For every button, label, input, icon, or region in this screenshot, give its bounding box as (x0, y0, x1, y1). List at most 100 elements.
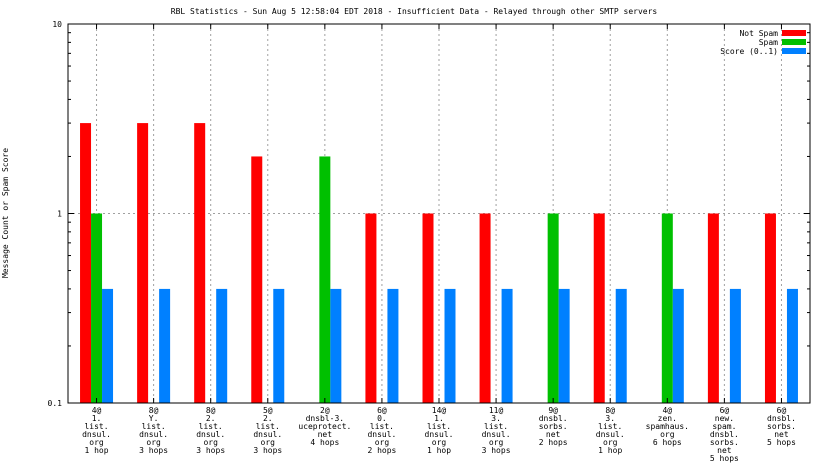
bar-not-spam (80, 123, 92, 404)
x-tick-label-line: org (603, 438, 618, 447)
x-tick-label-line: 1. (434, 414, 444, 423)
x-tick-label-line: dnsul. (425, 430, 454, 439)
x-tick-label-line: dnsbl. (767, 414, 796, 423)
bar-not-spam (764, 213, 776, 403)
x-tick-label-line: spamhaus. (646, 422, 689, 431)
x-tick-label-line: org (432, 438, 447, 447)
x-tick-label-line: dnsul. (253, 430, 282, 439)
x-tick-label-line: dnsul. (367, 430, 396, 439)
x-tick-label-line: dnsul. (196, 430, 225, 439)
x-tick-label-line: list. (199, 422, 223, 431)
x-tick-label-line: dnsbl. (710, 430, 739, 439)
x-tick-label-line: 1. (92, 414, 102, 423)
x-tick-label-line: 6 hops (653, 438, 682, 447)
x-tick-label-line: 11@ (489, 406, 504, 415)
x-tick-label-line: sorbs. (710, 438, 739, 447)
y-tick-labels: 0.1 1 10 (48, 20, 63, 408)
x-tick-label-line: Y. (149, 414, 159, 423)
legend-label: Score (0..1) (720, 47, 778, 56)
x-tick-label-line: org (89, 438, 104, 447)
x-tick-label: 6@ 0. list. dnsul. org 2 hops (367, 406, 396, 455)
x-tick-label-line: uceprotect. (298, 422, 351, 431)
x-tick-label-line: net (546, 430, 561, 439)
x-tick-label-line: dnsbl-3. (306, 414, 345, 423)
x-tick-label-line: 1 hop (84, 446, 108, 455)
x-tick-label-line: 2 hops (367, 446, 396, 455)
x-tick-label-line: 3. (491, 414, 501, 423)
x-tick-label-line: dnsul. (482, 430, 511, 439)
legend-label: Spam (759, 38, 778, 47)
x-tick-label-line: 4@ (92, 406, 102, 415)
legend-label: Not Spam (739, 29, 778, 38)
x-tick-label-line: 1 hop (427, 446, 451, 455)
x-tick-label: 14@ 1. list. dnsul. org 1 hop (425, 406, 454, 455)
x-tick-label-line: list. (598, 422, 622, 431)
y-tick-label: 1 (57, 210, 62, 219)
x-tick-label-line: 6@ (720, 406, 730, 415)
x-tick-label-line: 3 hops (139, 446, 168, 455)
x-tick-label-line: 0. (377, 414, 387, 423)
bar-not-spam (251, 156, 263, 403)
x-tick-label: 4@ 1. list. dnsul. org 1 hop (82, 406, 111, 455)
y-axis-label: Message Count or Spam Score (1, 148, 10, 278)
x-tick-label-line: 3. (605, 414, 615, 423)
bar-score-0-1 (159, 288, 171, 403)
x-tick-label-line: 9@ (548, 406, 558, 415)
bar-score-0-1 (387, 288, 399, 403)
x-tick-label-line: list. (484, 422, 508, 431)
legend-swatch (782, 30, 806, 36)
axes (67, 23, 811, 404)
x-tick-label-line: list. (142, 422, 166, 431)
bars (80, 123, 798, 404)
x-tick-label-line: spam. (712, 422, 736, 431)
bar-spam (91, 213, 103, 403)
y-tick-label: 10 (52, 20, 62, 29)
bar-score-0-1 (216, 288, 228, 403)
x-tick-label-line: 8@ (149, 406, 159, 415)
x-tick-label-line: 6@ (377, 406, 387, 415)
x-tick-label-line: 3 hops (196, 446, 225, 455)
x-tick-label-line: list. (256, 422, 280, 431)
x-tick-label: 2@ dnsbl-3. uceprotect. net 4 hops (298, 406, 351, 447)
y-tick-label: 0.1 (48, 399, 63, 408)
x-tick-label-line: org (146, 438, 161, 447)
bar-not-spam (422, 213, 434, 403)
x-tick-label-line: 1 hop (598, 446, 622, 455)
bar-score-0-1 (672, 288, 684, 403)
bar-score-0-1 (501, 288, 513, 403)
bar-not-spam (479, 213, 491, 403)
chart-title: RBL Statistics - Sun Aug 5 12:58:04 EDT … (171, 7, 658, 16)
legend-swatch (782, 48, 806, 54)
x-tick-label-line: 3 hops (253, 446, 282, 455)
x-tick-label-line: dnsul. (82, 430, 111, 439)
bar-not-spam (707, 213, 719, 403)
x-tick-label-line: 2. (206, 414, 216, 423)
x-tick-label-line: 5@ (263, 406, 273, 415)
bar-score-0-1 (330, 288, 342, 403)
x-tick-label-line: 2. (263, 414, 273, 423)
bar-score-0-1 (558, 288, 570, 403)
bar-score-0-1 (444, 288, 456, 403)
bar-not-spam (593, 213, 605, 403)
x-tick-label-line: zen. (658, 414, 677, 423)
legend-swatch (782, 39, 806, 45)
x-tick-label-line: 4@ (662, 406, 672, 415)
x-tick-label-line: 3 hops (482, 446, 511, 455)
bar-score-0-1 (102, 288, 114, 403)
bar-not-spam (365, 213, 377, 403)
x-tick-label-line: dnsul. (596, 430, 625, 439)
x-tick-label-line: sorbs. (767, 422, 796, 431)
x-tick-label-line: net (774, 430, 789, 439)
x-tick-label: 9@ dnsbl. sorbs. net 2 hops (539, 406, 568, 447)
bar-score-0-1 (786, 288, 798, 403)
x-tick-label-line: org (203, 438, 218, 447)
x-tick-label-line: 5 hops (767, 438, 796, 447)
x-tick-label-line: 5 hops (710, 454, 739, 463)
x-tick-label: 6@ new. spam. dnsbl. sorbs. net 5 hops (710, 406, 739, 463)
x-tick-label-line: org (261, 438, 276, 447)
x-tick-label-line: list. (427, 422, 451, 431)
x-tick-label: 8@ Y. list. dnsul. org 3 hops (139, 406, 168, 455)
bar-spam (319, 156, 331, 403)
x-tick-label-line: 8@ (605, 406, 615, 415)
grid-lines (68, 24, 810, 403)
